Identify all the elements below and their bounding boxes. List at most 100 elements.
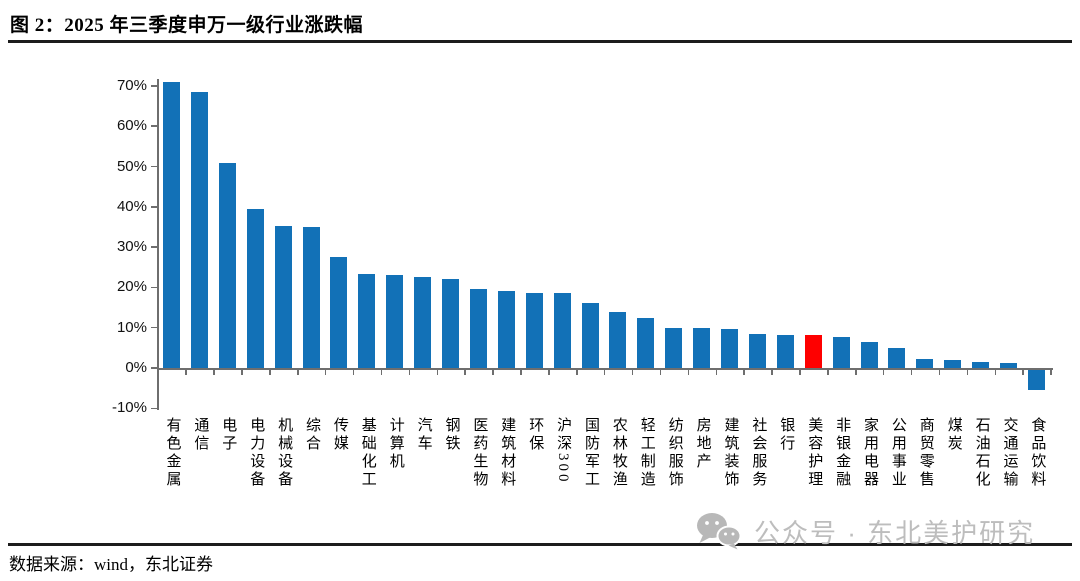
bar: [944, 360, 962, 368]
x-axis-tick: [157, 370, 160, 375]
y-axis-tick: [151, 165, 157, 168]
x-axis-tick: [324, 370, 327, 375]
category-label: 轻工制造: [638, 417, 655, 489]
x-axis-tick: [631, 370, 634, 375]
category-label: 美容护理: [806, 417, 823, 489]
bar: [916, 359, 934, 368]
x-axis-tick: [576, 370, 578, 375]
y-axis-tick: [151, 367, 157, 369]
bar: [972, 361, 990, 368]
bar: [748, 334, 766, 368]
bar: [497, 291, 515, 368]
category-label: 建筑材料: [499, 417, 516, 489]
category-label: 有色金属: [164, 417, 181, 489]
y-axis-tick-label: 0%: [125, 359, 147, 376]
y-axis-tick-label: 20%: [116, 278, 147, 296]
category-label: 纺织服饰: [666, 417, 683, 489]
bar-highlight: [804, 334, 822, 368]
x-axis-tick: [938, 370, 941, 375]
x-axis-tick: [1050, 370, 1052, 375]
category-label: 环保: [527, 417, 544, 453]
y-axis-tick-label: 40%: [116, 197, 147, 215]
bar: [302, 227, 320, 368]
x-axis-tick: [855, 370, 857, 375]
bar: [525, 292, 543, 368]
x-axis-tick: [715, 370, 718, 375]
wechat-icon: [697, 513, 742, 550]
bar: [218, 163, 236, 368]
bar: [1027, 370, 1045, 391]
category-label: 通信: [192, 417, 209, 453]
y-axis-tick: [151, 206, 157, 208]
y-axis-tick: [151, 85, 157, 87]
x-axis-tick: [659, 370, 662, 375]
x-axis-tick: [910, 370, 913, 375]
x-axis-tick: [548, 370, 550, 375]
category-label: 医药生物: [471, 417, 488, 489]
y-axis-tick: [151, 326, 157, 329]
category-label: 房地产: [694, 417, 711, 471]
category-label: 基础化工: [359, 417, 376, 489]
y-axis-tick: [151, 407, 157, 410]
category-label: 钢铁: [443, 417, 460, 453]
y-axis: [157, 79, 159, 410]
x-axis-tick: [464, 370, 466, 375]
x-axis-tick: [241, 370, 243, 375]
bar: [1000, 363, 1017, 368]
x-axis-tick: [743, 370, 745, 375]
category-label: 银行: [778, 417, 795, 453]
watermark: 公众号 · 东北美护研究: [696, 512, 1035, 550]
data-source-note: 数据来源：wind，东北证券: [9, 555, 213, 574]
y-axis-tick-label: 10%: [116, 318, 147, 336]
x-axis-tick: [408, 370, 411, 375]
y-axis-tick: [151, 125, 157, 127]
bar: [414, 276, 432, 368]
bar: [581, 302, 599, 368]
category-label: 电子: [220, 417, 237, 453]
category-label: 电力设备: [248, 417, 265, 489]
x-axis-tick: [380, 370, 383, 375]
category-label: 传媒: [331, 417, 348, 453]
category-label: 商贸零售: [917, 417, 934, 489]
x-axis-tick: [603, 370, 606, 375]
bar: [274, 225, 292, 368]
bar: [163, 81, 180, 368]
category-label: 非银金融: [834, 417, 851, 489]
bar: [832, 336, 850, 368]
category-label: 综合: [304, 417, 320, 453]
y-axis-tick-label: -10%: [111, 399, 147, 417]
x-axis-tick: [771, 370, 773, 375]
figure-title: 图 2：2025 年三季度申万一级行业涨跌幅: [10, 15, 364, 36]
footer-separator-line: [8, 543, 1072, 546]
title-separator-line: [8, 40, 1072, 43]
bar: [693, 328, 711, 368]
x-axis-tick: [269, 370, 271, 375]
x-axis-tick: [1022, 370, 1024, 375]
bar: [776, 334, 794, 368]
category-label: 公用事业: [889, 417, 906, 489]
x-axis-tick: [436, 370, 439, 375]
y-axis-tick: [151, 286, 157, 289]
category-label: 建筑装饰: [722, 417, 739, 489]
y-axis-tick-label: 70%: [116, 76, 147, 94]
x-axis-tick: [520, 370, 522, 375]
category-label: 食品饮料: [1029, 417, 1046, 489]
category-label: 机械设备: [276, 417, 293, 489]
bar: [860, 341, 878, 368]
x-axis-tick: [492, 370, 494, 375]
category-label: 沪深300: [555, 417, 572, 485]
y-axis-tick-label: 50%: [116, 157, 147, 175]
x-axis-tick: [213, 370, 215, 375]
bar: [442, 279, 459, 368]
bar: [469, 288, 487, 368]
bar: [553, 293, 571, 368]
category-label: 社会服务: [750, 417, 767, 489]
category-label: 煤炭: [945, 417, 962, 453]
y-axis-tick: [151, 246, 157, 248]
y-axis-tick-label: 30%: [116, 238, 147, 256]
bar: [609, 312, 627, 368]
bar: [637, 317, 655, 368]
bar: [386, 275, 404, 368]
x-axis-tick: [827, 370, 829, 375]
bar: [190, 91, 208, 368]
